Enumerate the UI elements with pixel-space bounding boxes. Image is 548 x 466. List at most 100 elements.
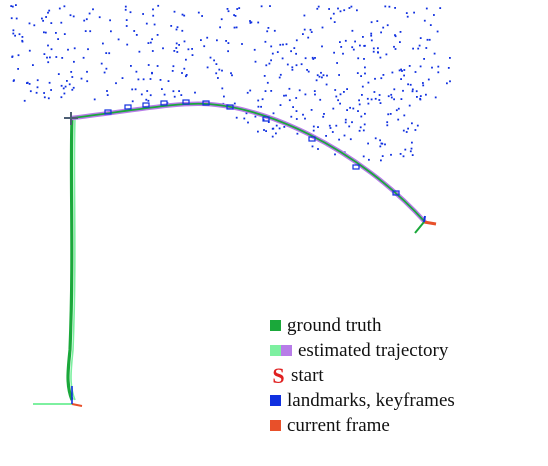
landmark-point xyxy=(285,94,287,97)
landmark-point xyxy=(310,109,313,111)
landmark-point xyxy=(36,79,39,82)
landmark-point xyxy=(334,153,336,156)
landmark-point xyxy=(310,31,313,33)
landmark-point xyxy=(121,77,124,79)
landmark-point xyxy=(221,87,224,90)
landmark-point xyxy=(300,63,303,66)
landmark-point xyxy=(337,99,339,102)
landmark-point xyxy=(73,47,76,50)
landmark-point xyxy=(403,69,406,71)
landmark-point xyxy=(48,81,51,84)
landmark-point xyxy=(180,94,183,96)
keyframe-marker xyxy=(182,99,190,105)
landmark-point xyxy=(318,75,321,78)
landmark-point xyxy=(221,69,223,72)
landmark-point xyxy=(227,10,230,13)
landmark-point xyxy=(183,40,186,43)
landmark-point xyxy=(378,99,381,101)
landmark-point xyxy=(428,38,431,41)
landmark-point xyxy=(348,125,351,128)
landmark-point xyxy=(292,106,294,108)
landmark-point xyxy=(223,95,225,98)
landmark-point xyxy=(332,12,335,15)
landmark-point xyxy=(434,96,437,99)
landmark-point xyxy=(349,138,352,141)
landmark-point xyxy=(379,102,382,104)
landmark-point xyxy=(322,115,325,118)
landmark-point xyxy=(140,93,143,96)
landmark-point xyxy=(316,7,319,10)
landmark-point xyxy=(253,48,256,51)
landmark-point xyxy=(351,29,354,32)
landmark-point xyxy=(58,7,61,10)
landmark-point xyxy=(249,20,251,22)
landmark-point xyxy=(185,75,187,78)
landmark-point xyxy=(156,65,159,67)
landmark-point xyxy=(12,29,15,32)
landmark-point xyxy=(357,57,360,60)
landmark-point xyxy=(28,49,31,52)
landmark-point xyxy=(328,8,330,10)
landmark-point xyxy=(409,150,412,153)
legend: ground truth estimated trajectory S star… xyxy=(270,313,455,438)
landmark-point xyxy=(149,78,152,80)
landmark-point xyxy=(394,34,396,36)
landmark-point xyxy=(380,159,382,162)
landmark-point xyxy=(331,131,334,133)
landmark-point xyxy=(304,57,307,60)
landmark-point xyxy=(426,38,429,41)
landmark-point xyxy=(46,56,48,59)
landmark-point xyxy=(314,93,316,96)
landmark-point xyxy=(446,82,448,85)
landmark-point xyxy=(356,72,359,74)
landmark-point xyxy=(48,9,51,12)
landmark-point xyxy=(63,5,66,8)
landmark-point xyxy=(429,24,432,26)
landmark-point xyxy=(15,17,18,20)
landmark-point xyxy=(260,105,262,108)
landmark-point xyxy=(265,64,268,67)
landmark-point xyxy=(283,94,285,97)
landmark-point xyxy=(49,56,51,59)
landmark-point xyxy=(57,73,60,75)
landmark-point xyxy=(230,72,232,75)
landmark-point xyxy=(389,113,392,115)
landmark-point xyxy=(405,131,408,133)
legend-estimated: estimated trajectory xyxy=(270,338,455,363)
landmark-point xyxy=(269,5,271,7)
landmark-point xyxy=(290,50,292,53)
landmark-point xyxy=(175,28,178,31)
landmark-point xyxy=(171,70,174,72)
landmark-point xyxy=(380,31,382,34)
landmark-point xyxy=(145,98,148,101)
landmark-point xyxy=(117,38,120,41)
landmark-point xyxy=(398,69,401,72)
landmark-point xyxy=(437,71,440,74)
landmark-point xyxy=(266,81,269,84)
landmark-point xyxy=(220,18,223,21)
landmark-point xyxy=(271,127,274,130)
landmark-point xyxy=(32,64,34,66)
landmark-point xyxy=(176,51,179,53)
landmark-point xyxy=(419,97,421,100)
landmark-point xyxy=(47,97,50,100)
landmark-point xyxy=(47,44,49,47)
landmark-point xyxy=(265,130,267,132)
landmark-point xyxy=(364,112,366,115)
keyframe-marker xyxy=(160,100,168,106)
landmark-point xyxy=(227,50,229,53)
estimated-trajectory-path-2 xyxy=(71,101,427,224)
landmark-point xyxy=(279,43,282,46)
landmark-point xyxy=(100,62,103,65)
landmark-point xyxy=(275,124,278,127)
landmark-point xyxy=(379,56,382,59)
landmark-point xyxy=(306,69,308,71)
landmark-point xyxy=(172,90,175,93)
landmark-point xyxy=(272,112,275,115)
landmark-point xyxy=(170,25,173,27)
landmark-point xyxy=(73,60,75,63)
landmark-point xyxy=(315,79,318,82)
landmark-point xyxy=(323,113,325,115)
landmark-point xyxy=(279,73,282,76)
landmark-point xyxy=(246,91,249,94)
